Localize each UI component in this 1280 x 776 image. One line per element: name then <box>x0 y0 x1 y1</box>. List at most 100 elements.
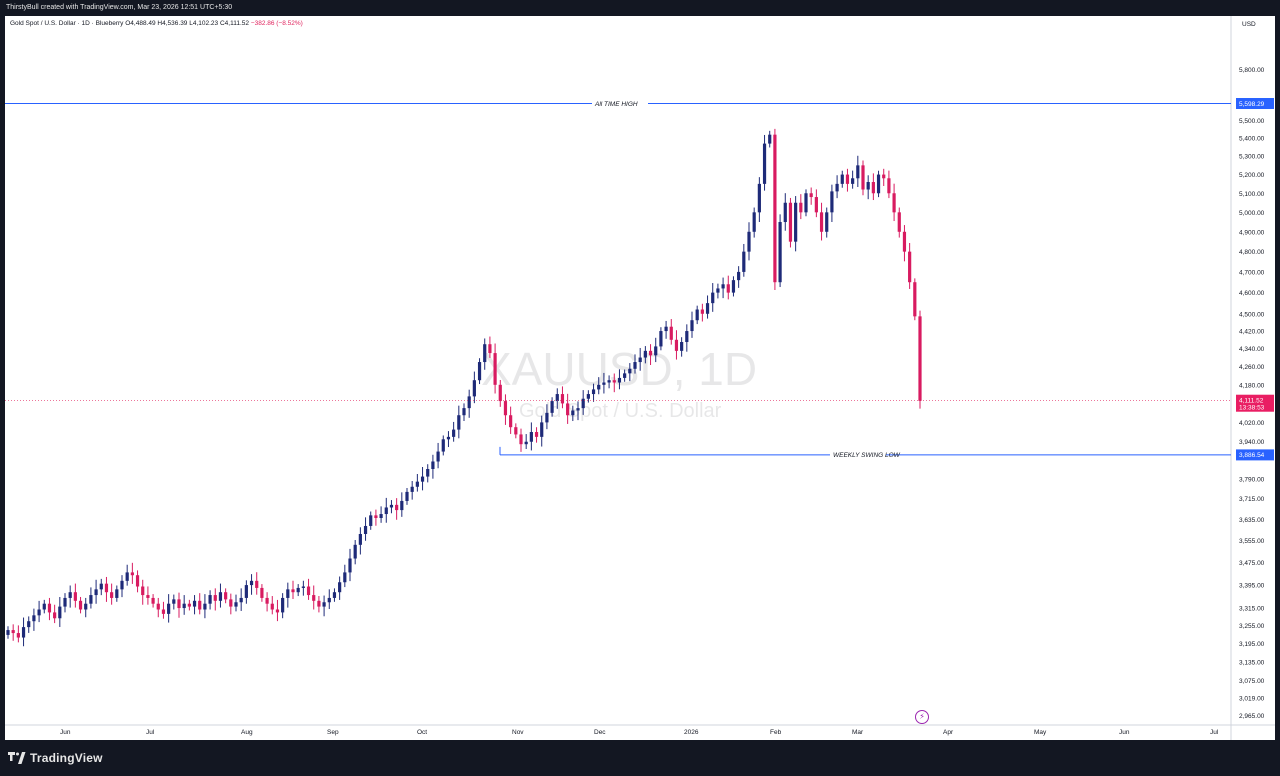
candle-body <box>685 331 689 343</box>
candle <box>695 305 699 325</box>
candle <box>260 584 264 602</box>
candle <box>94 579 98 604</box>
candle-body <box>141 586 145 596</box>
candle-body <box>348 558 352 573</box>
candle <box>674 330 679 360</box>
candle-body <box>664 326 668 332</box>
level-badge-text: 3,886.54 <box>1239 452 1265 459</box>
candle <box>104 576 109 602</box>
candle <box>545 404 549 430</box>
candle-body <box>612 380 616 383</box>
candle <box>856 155 860 187</box>
candle-body <box>762 143 767 184</box>
candle <box>270 596 274 615</box>
chart-panel[interactable]: XAUUSD, 1D Gold Spot / U.S. Dollar 5,800… <box>5 16 1275 740</box>
candle <box>664 320 668 339</box>
candle <box>607 375 611 389</box>
candle-body <box>555 394 559 402</box>
candle <box>436 442 440 469</box>
y-tick-label: 3,715.00 <box>1239 496 1265 503</box>
candle-body <box>332 592 337 598</box>
watermark-description: Gold Spot / U.S. Dollar <box>519 400 722 422</box>
candlestick-chart[interactable]: 5,800.00 5,500.00 5,400.00 5,300.00 5,200.00… <box>5 16 1275 740</box>
candle <box>788 197 793 248</box>
candle-body <box>146 595 150 598</box>
candle-body <box>638 357 642 363</box>
x-tick-label: Dec <box>594 729 606 736</box>
candle-body <box>467 396 471 409</box>
candle <box>871 173 875 201</box>
candle-body <box>633 362 637 369</box>
candle <box>566 393 570 424</box>
candle <box>249 574 254 595</box>
candle-body <box>192 600 197 607</box>
candle <box>876 170 881 198</box>
candle <box>358 527 362 555</box>
y-tick-label: 3,635.00 <box>1239 517 1265 524</box>
candle <box>897 207 901 238</box>
candle-body <box>643 350 647 358</box>
candle <box>685 324 689 352</box>
candle-body <box>410 486 414 492</box>
candle-body <box>794 202 798 242</box>
candle <box>218 583 223 608</box>
candle-body <box>892 193 896 213</box>
candle-body <box>861 165 865 190</box>
y-tick-label: 5,300.00 <box>1239 154 1265 161</box>
candle-body <box>659 331 663 347</box>
candle <box>115 585 119 602</box>
legend-change: −382.86 (−8.52%) <box>250 20 303 27</box>
candle-body <box>597 384 601 390</box>
candle <box>426 464 430 483</box>
candle <box>120 575 124 598</box>
level-badge <box>1236 449 1274 461</box>
candle <box>203 594 207 619</box>
candle-body <box>840 174 844 184</box>
currency-label[interactable]: USD <box>1242 21 1256 28</box>
candle <box>726 275 730 300</box>
candle-body <box>177 599 181 609</box>
candle-body <box>529 432 533 442</box>
candle <box>768 130 772 148</box>
candle <box>902 225 907 262</box>
candle <box>762 134 767 191</box>
candle-body <box>669 326 673 340</box>
candle-body <box>845 174 850 184</box>
candle-body <box>104 583 109 593</box>
candle-body <box>260 587 264 598</box>
tradingview-logo[interactable]: TradingView <box>8 751 103 765</box>
candle-body <box>374 515 378 518</box>
candle-body <box>21 627 26 638</box>
candle-body <box>84 603 88 610</box>
candle-body <box>125 572 129 581</box>
candle <box>913 278 917 321</box>
y-tick-label: 3,195.00 <box>1239 641 1265 648</box>
footer-bar: TradingView <box>0 740 1280 776</box>
candle <box>58 597 62 627</box>
candle-body <box>358 533 362 545</box>
candle <box>110 583 114 605</box>
lightning-icon[interactable]: ⚡ <box>915 710 929 724</box>
candle <box>192 595 197 615</box>
candle-body <box>524 441 528 445</box>
candle-body <box>312 595 316 601</box>
candle <box>182 595 186 615</box>
candle-body <box>628 368 632 374</box>
candle-body <box>866 182 870 190</box>
candle <box>716 283 720 299</box>
candle <box>286 582 290 608</box>
candle-body <box>705 303 710 314</box>
candle-body <box>89 595 93 604</box>
candle <box>742 243 746 277</box>
candle <box>89 587 93 609</box>
candle <box>804 189 808 217</box>
candle-body <box>306 586 311 596</box>
candle <box>555 388 559 409</box>
candle <box>457 405 461 439</box>
candle <box>369 511 373 530</box>
candle-body <box>286 589 290 598</box>
candle-body <box>426 469 430 477</box>
candle-body <box>229 599 233 607</box>
candle-body <box>711 292 715 304</box>
candle-body <box>700 309 704 314</box>
